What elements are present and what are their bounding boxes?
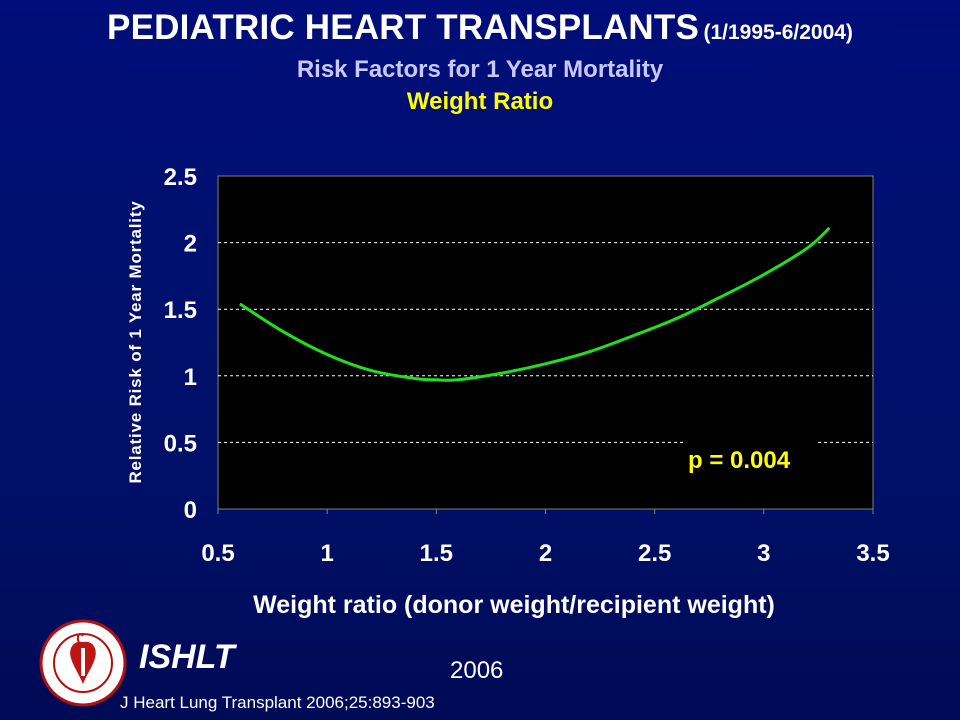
y-tick-label: 1 <box>184 364 197 391</box>
ishlt-logo <box>39 619 127 707</box>
x-tick-label: 1.5 <box>420 540 453 567</box>
y-tick-label: 0 <box>184 497 197 524</box>
risk-curve <box>239 226 831 382</box>
year-label: 2006 <box>450 657 504 684</box>
title-main: PEDIATRIC HEART TRANSPLANTS <box>107 8 700 47</box>
x-tick-label: 1 <box>320 540 333 567</box>
x-tick-label: 3.5 <box>856 540 889 567</box>
y-tick-label: 0.5 <box>164 430 197 457</box>
y-tick-label: 2.5 <box>164 164 197 191</box>
x-tick-label: 2.5 <box>638 540 671 567</box>
slide-subtitle: Risk Factors for 1 Year Mortality <box>296 56 664 83</box>
y-axis-ticks: 0 0.5 1 1.5 2 2.5 <box>164 164 197 524</box>
x-tick-label: 0.5 <box>201 540 234 567</box>
slide-title: PEDIATRIC HEART TRANSPLANTS (1/1995-6/20… <box>0 8 960 48</box>
y-tick-label: 2 <box>184 231 197 258</box>
y-tick-label: 1.5 <box>164 297 197 324</box>
x-tick-label: 2 <box>539 540 552 567</box>
x-tick-label: 3 <box>757 540 770 567</box>
p-value-backdrop <box>683 436 817 476</box>
x-axis-ticks: 0.5 1 1.5 2 2.5 3 3.5 <box>201 509 890 567</box>
citation: J Heart Lung Transplant 2006;25:893-903 <box>120 693 435 712</box>
slide-subtitle-highlight: Weight Ratio <box>406 88 554 115</box>
y-axis-label: Relative Risk of 1 Year Mortality <box>126 200 145 483</box>
org-label: ISHLT <box>139 638 235 676</box>
grid-lines <box>218 242 873 443</box>
p-value-annotation: p = 0.004 <box>688 447 791 474</box>
x-axis-label: Weight ratio (donor weight/recipient wei… <box>253 591 775 619</box>
title-dates: (1/1995-6/2004) <box>703 21 853 44</box>
